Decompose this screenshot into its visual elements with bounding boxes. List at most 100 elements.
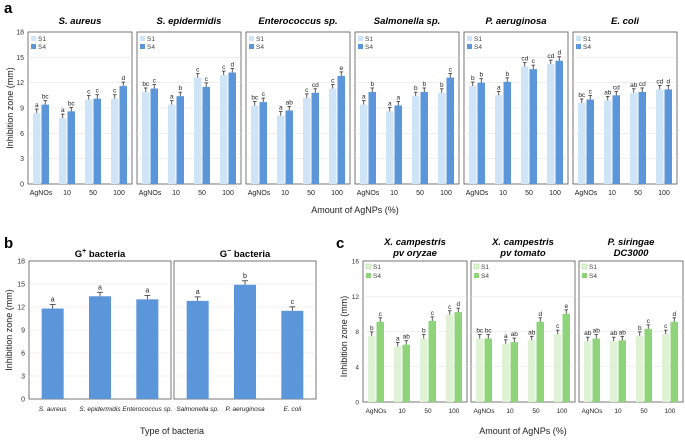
bar-s1 xyxy=(446,314,454,402)
significance-letter: b xyxy=(414,85,418,92)
legend-label-s1: S1 xyxy=(583,36,591,43)
x-tick-label: AgNOs xyxy=(474,408,496,415)
significance-letter: ab xyxy=(593,328,601,335)
bar-s4 xyxy=(311,92,319,184)
legend-label-s4: S4 xyxy=(147,44,155,51)
x-tick-label: 100 xyxy=(222,190,234,197)
x-tick-label: 100 xyxy=(658,190,670,197)
significance-letter: a xyxy=(35,102,39,109)
bar-s4 xyxy=(376,321,384,402)
bar-s4 xyxy=(529,69,537,184)
significance-letter: d xyxy=(666,78,670,85)
y-tick-label: 6 xyxy=(21,351,25,358)
bar-s4 xyxy=(586,99,594,184)
bar-s4 xyxy=(202,86,210,184)
bar xyxy=(89,296,111,399)
y-axis-title: Inhibition zone (mm) xyxy=(5,67,15,149)
bar-s1 xyxy=(656,89,664,184)
significance-letter: a xyxy=(279,105,283,112)
significance-letter: c xyxy=(222,64,226,71)
bar-s4 xyxy=(150,88,158,184)
bar-s1 xyxy=(220,75,228,184)
bar-s1 xyxy=(368,335,376,402)
significance-letter: c xyxy=(262,91,266,98)
significance-letter: ab xyxy=(286,100,294,107)
x-tick-label: AgNOs xyxy=(575,190,598,197)
bar-s1 xyxy=(168,104,176,184)
legend-label-s1: S1 xyxy=(365,36,373,43)
bar-s4 xyxy=(420,91,428,184)
significance-letter: c xyxy=(589,89,593,96)
legend-swatch-s1 xyxy=(365,263,372,270)
bar-s4 xyxy=(285,110,293,184)
bar-s4 xyxy=(477,82,485,184)
subplot-2: G− bacteria a Salmonella sp. b P. aeruginosa… xyxy=(173,248,317,413)
legend-swatch-s4 xyxy=(249,44,254,49)
bar-s1 xyxy=(554,334,562,402)
legend-swatch-s4 xyxy=(474,273,479,278)
significance-letter: a xyxy=(388,100,392,107)
x-tick-label: 50 xyxy=(424,408,432,415)
significance-letter: c xyxy=(379,311,383,318)
significance-letter: b xyxy=(471,75,475,82)
significance-letter: bc xyxy=(142,81,150,88)
bar-s4 xyxy=(337,75,345,184)
bar xyxy=(41,308,64,399)
subplot-title-line1: X. campestris xyxy=(383,237,446,248)
x-tick-label: AgNOs xyxy=(357,190,380,197)
x-tick-label: 50 xyxy=(634,190,642,197)
y-tick-label: 12 xyxy=(17,305,25,312)
significance-letter: c xyxy=(87,89,91,96)
y-tick-label: 15 xyxy=(16,55,24,62)
bar-s4 xyxy=(664,89,672,184)
x-tick-label: 10 xyxy=(172,190,180,197)
legend-label-s4: S4 xyxy=(38,44,46,51)
panel-letter-b: b xyxy=(4,235,13,252)
x-axis-title: Amount of AgNPs (%) xyxy=(479,426,567,436)
significance-letter: cd xyxy=(639,81,646,88)
significance-letter: e xyxy=(564,303,568,310)
legend-label-s1: S1 xyxy=(256,36,264,43)
legend-label-s4: S4 xyxy=(365,44,373,51)
bar-s1 xyxy=(495,95,503,184)
bar-s1 xyxy=(604,100,612,184)
x-tick-label: AgNOs xyxy=(248,190,271,197)
legend-label-s1: S1 xyxy=(481,264,489,271)
x-tick-label: 50 xyxy=(525,190,533,197)
bar-s1 xyxy=(386,111,394,184)
significance-letter: c xyxy=(556,323,560,330)
bar-s4 xyxy=(638,91,646,184)
y-tick-label: 12 xyxy=(352,294,360,301)
y-tick-label: 9 xyxy=(20,106,24,113)
significance-letter: ab xyxy=(584,330,592,337)
legend-label-s4: S4 xyxy=(373,273,381,280)
legend-swatch-s1 xyxy=(31,36,36,41)
bar-s4 xyxy=(670,321,678,402)
legend-label-s1: S1 xyxy=(373,264,381,271)
y-tick-label: 3 xyxy=(20,156,24,163)
bar xyxy=(234,284,256,399)
y-tick-label: 0 xyxy=(355,400,359,407)
significance-letter: ab xyxy=(511,331,519,338)
significance-letter: a xyxy=(396,335,400,342)
significance-letter: c xyxy=(664,323,668,330)
y-tick-label: 12 xyxy=(16,80,24,87)
x-tick-label: Salmonella sp. xyxy=(176,406,219,413)
legend-swatch-s1 xyxy=(249,36,254,41)
significance-letter: b xyxy=(370,81,374,88)
significance-letter: cd xyxy=(547,53,554,60)
significance-letter: bc xyxy=(485,328,493,335)
bar xyxy=(281,310,304,399)
bar-s4 xyxy=(618,340,626,402)
x-tick-label: P. aeruginosa xyxy=(225,406,265,413)
bar-s1 xyxy=(469,86,477,184)
subplot-1: G+ bacteria a S. aureus a S. epidermidis a Ent… xyxy=(28,248,172,413)
x-tick-label: 10 xyxy=(281,190,289,197)
bar-s4 xyxy=(176,96,184,184)
bar-s1 xyxy=(521,66,529,184)
bar-s1 xyxy=(420,338,428,402)
legend-label-s4: S4 xyxy=(256,44,264,51)
